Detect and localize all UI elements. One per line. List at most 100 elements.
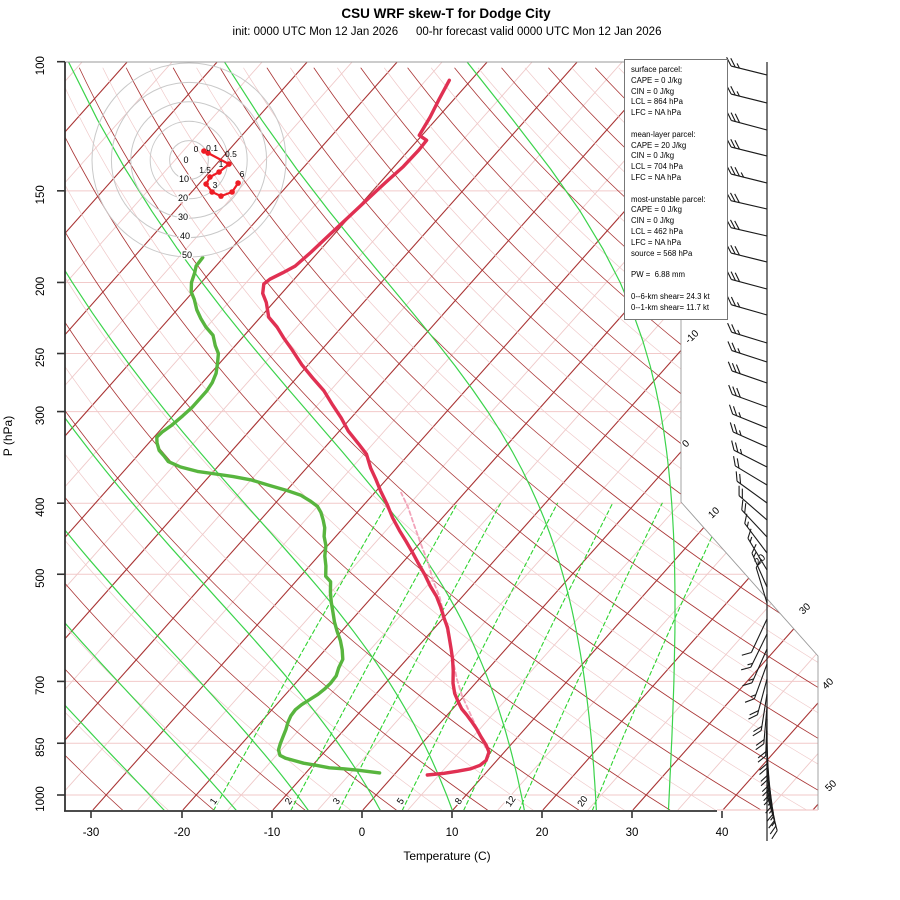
isotherm-line [65, 62, 173, 810]
wind-barb [726, 137, 768, 157]
isotherm-line [65, 62, 353, 810]
dry-adiabat-line [477, 67, 818, 810]
x-tick-label: 0 [359, 827, 365, 839]
barb-shaft [751, 552, 768, 588]
wind-barb [728, 384, 768, 408]
info-box-line [631, 119, 727, 130]
mixing-ratio-line [591, 502, 728, 810]
isotherm-line [65, 62, 308, 810]
isotherm-line [317, 62, 818, 810]
wind-barb [727, 361, 768, 384]
barb-full-tick [759, 763, 768, 771]
wind-barb [726, 84, 768, 104]
dry-adiabat-line [65, 67, 306, 810]
barb-full-tick [731, 362, 737, 373]
info-box-line [631, 259, 727, 270]
info-box-line: LFC = NA hPa [631, 108, 682, 118]
barb-shaft [730, 146, 768, 157]
y-axis-label: P (hPa) [1, 416, 15, 456]
wind-barb [755, 558, 768, 604]
barb-half-tick [748, 678, 754, 681]
barb-half-tick [738, 430, 742, 436]
x-tick-label: 30 [626, 827, 639, 839]
y-tick-label: 500 [35, 569, 47, 588]
wind-barb [727, 322, 768, 344]
barb-full-tick [753, 725, 763, 733]
barb-shaft [755, 567, 768, 604]
barb-full-tick [734, 167, 740, 177]
dry-adiabat-line [290, 67, 818, 810]
wind-barb [725, 191, 768, 210]
wind-barb [726, 270, 768, 290]
info-box-line: mean-layer parcel: [631, 129, 696, 139]
barb-shaft [733, 449, 768, 468]
barb-shaft [730, 65, 768, 76]
hodograph-ring-label: 10 [179, 174, 189, 184]
barb-full-tick [729, 422, 734, 433]
hodograph-trace [202, 150, 240, 198]
barb-half-tick [737, 329, 741, 335]
info-box-line: CAPE = 20 J/kg [631, 140, 687, 150]
barb-shaft [731, 119, 768, 131]
barb-half-tick [736, 91, 740, 97]
barb-shaft [751, 648, 768, 684]
x-tick-label: 20 [536, 827, 549, 839]
wind-barb [766, 794, 778, 840]
isotherm-line [542, 62, 818, 810]
barb-shaft [753, 663, 768, 699]
wind-barb [728, 404, 768, 429]
chart-subtitle: init: 0000 UTC Mon 12 Jan 2026 00-hr for… [233, 26, 662, 38]
barb-shaft [730, 200, 768, 210]
wind-barb [731, 440, 768, 468]
barb-full-tick [732, 406, 738, 416]
info-box-line: 0--6-km shear= 24.3 kt [631, 291, 710, 301]
x-tick-label: -20 [174, 827, 191, 839]
barb-full-tick [752, 730, 762, 737]
barb-full-tick [741, 652, 752, 656]
barb-half-tick [746, 521, 749, 527]
hodograph-ring [149, 120, 229, 200]
wind-barb [738, 485, 768, 521]
hodograph-point [207, 174, 213, 180]
plot-border [65, 61, 819, 810]
barb-full-tick [733, 424, 738, 434]
y-tick-label: 300 [35, 406, 47, 425]
barb-half-tick [747, 662, 753, 666]
isotherm-line [272, 62, 818, 810]
isotherm-label: 10 [706, 505, 722, 521]
hodograph-point [203, 181, 209, 187]
barb-full-tick [734, 272, 741, 282]
barb-full-tick [751, 543, 757, 554]
dry-adiabat-line [65, 67, 579, 810]
barb-full-tick [741, 488, 743, 499]
mixing-ratio-label: 2 [283, 796, 295, 807]
barb-full-tick [728, 384, 733, 395]
barb-shaft [760, 693, 768, 731]
info-box-line: CIN = 0 J/kg [631, 216, 675, 226]
barb-full-tick [734, 220, 740, 230]
info-box-line: CIN = 0 J/kg [631, 86, 675, 96]
hodograph-point [216, 169, 222, 175]
wind-barb [744, 663, 768, 703]
wind-barb [735, 471, 768, 504]
dry-adiabat-line [571, 67, 818, 810]
barb-shaft [744, 523, 768, 554]
barb-full-tick [731, 324, 737, 334]
hodograph-height-label: 3 [213, 180, 218, 190]
dry-adiabat-line [65, 67, 443, 810]
isotherm-line [65, 62, 623, 810]
info-box-line: LFC = NA hPa [631, 237, 682, 247]
barb-full-tick [736, 387, 741, 398]
wind-barb [726, 295, 768, 316]
wind-barb [755, 706, 768, 751]
barb-shaft [738, 495, 768, 521]
barb-shaft [731, 331, 768, 344]
info-box-line: LCL = 462 hPa [631, 226, 683, 236]
barb-full-tick [733, 456, 736, 467]
hodograph-ring-label: 30 [178, 212, 188, 222]
hodograph-ring-label: 0 [183, 155, 188, 165]
barb-half-tick [737, 348, 741, 354]
barb-shaft [731, 278, 768, 290]
barb-full-tick [769, 825, 777, 835]
